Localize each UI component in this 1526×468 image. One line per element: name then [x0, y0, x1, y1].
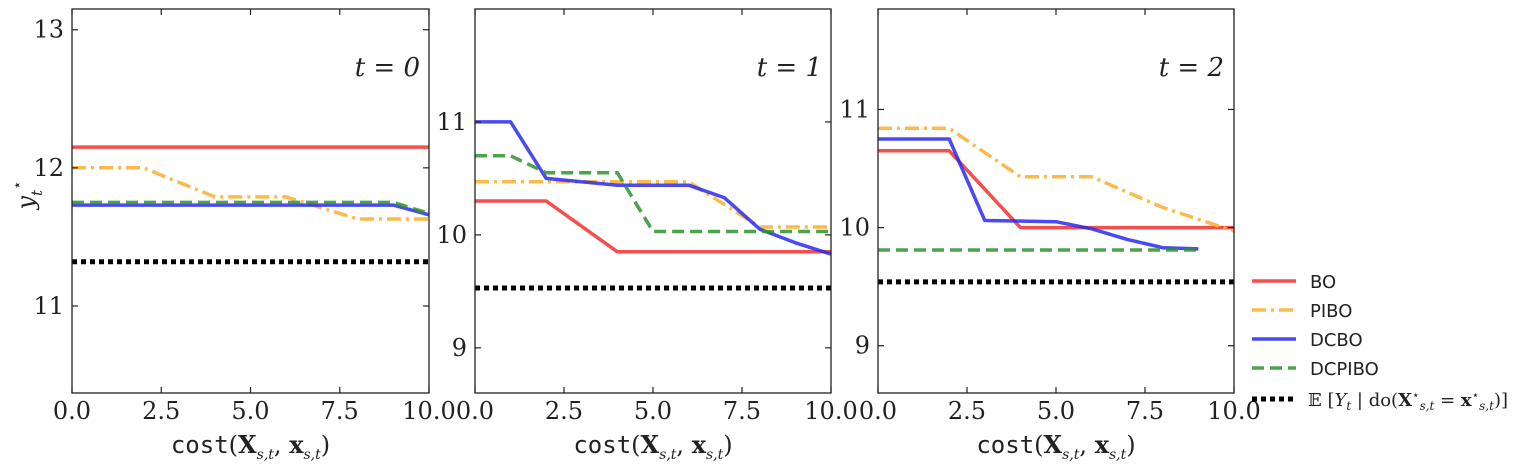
x-axis-label: cost(Xs,t, xs,t) [171, 430, 330, 463]
x-tick-label: 0.0 [859, 397, 897, 425]
y-tick-label: 11 [33, 292, 64, 320]
x-axis-label: cost(Xs,t, xs,t) [573, 430, 732, 463]
x-tick-label: 2.5 [142, 397, 180, 425]
x-tick-label: 10.0 [1207, 397, 1260, 425]
legend-label-bo: BO [1310, 272, 1336, 293]
x-tick-label: 5.0 [1037, 397, 1075, 425]
y-tick-label: 10 [839, 214, 870, 242]
y-tick-label: 9 [855, 332, 870, 360]
legend-label-pibo: PIBO [1310, 301, 1352, 322]
chart-panel-1: 0.0 2.5 5.0 7.5 10.0 9 10 11 t = 1 cost(Xs,t, xs,… [436, 8, 858, 463]
x-tick-label: 10.0 [804, 397, 857, 425]
series-line-bo [475, 199, 831, 254]
chart-panel-0: 0.0 2.5 5.0 7.5 10.0 11 12 13 t = 0 cost(Xs,t, xs… [33, 8, 456, 463]
x-tick-label: 0.0 [456, 397, 494, 425]
legend-label-dcpibo: DCPIBO [1310, 359, 1379, 380]
x-axis-label: cost(Xs,t, xs,t) [976, 430, 1135, 463]
panel-label: t = 2 [1159, 53, 1224, 83]
series-line-dcbo [72, 203, 429, 217]
y-tick-label: 12 [33, 154, 64, 182]
legend: BO PIBO DCBO DCPIBO 𝔼 [Yt | do(X⋆s,t = x… [1252, 272, 1508, 413]
y-axis-label: yt⋆ [8, 181, 46, 211]
x-tick-label: 5.0 [231, 397, 269, 425]
x-tick-label: 7.5 [723, 397, 761, 425]
x-tick-label: 0.0 [53, 397, 91, 425]
series-line-dcbo [475, 120, 831, 256]
series-group [475, 120, 831, 291]
series-group [72, 145, 429, 265]
series-line-pibo [475, 180, 831, 229]
series-group [878, 126, 1234, 285]
series-line-dcbo [878, 137, 1199, 251]
panel-label: t = 0 [355, 53, 420, 83]
series-line-pibo [878, 126, 1234, 233]
x-tick-label: 2.5 [948, 397, 986, 425]
series-line-bo [878, 149, 1234, 230]
y-tick-label: 9 [452, 334, 467, 362]
legend-label-expectation: 𝔼 [Yt | do(X⋆s,t = x⋆s,t)] [1308, 388, 1508, 413]
legend-label-dcbo: DCBO [1310, 330, 1363, 351]
x-tick-label: 7.5 [1126, 397, 1164, 425]
x-tick-label: 5.0 [634, 397, 672, 425]
series-line-dcpibo [72, 200, 429, 216]
x-tick-label: 10.0 [402, 397, 455, 425]
series-line-pibo [72, 166, 429, 221]
chart-panel-2: 0.0 2.5 5.0 7.5 10.0 9 10 11 t = 2 cost(Xs,t, xs,… [839, 8, 1261, 463]
y-tick-label: 11 [436, 108, 467, 136]
y-tick-label: 10 [436, 221, 467, 249]
series-line-dcpibo [475, 154, 831, 234]
x-tick-label: 2.5 [545, 397, 583, 425]
panel-label: t = 1 [757, 53, 822, 83]
x-tick-label: 7.5 [321, 397, 359, 425]
y-tick-label: 13 [33, 16, 64, 44]
y-tick-label: 11 [839, 95, 870, 123]
